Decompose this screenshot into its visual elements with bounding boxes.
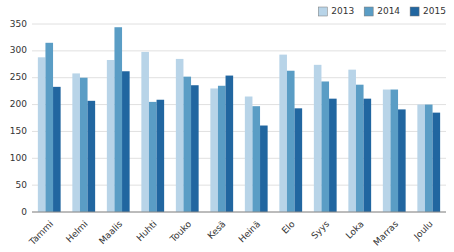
bar [88, 101, 96, 212]
grid-line [32, 50, 446, 51]
grid-line [32, 77, 446, 78]
bar [141, 52, 149, 212]
legend: 2013 2014 2015 [318, 6, 446, 16]
bar [107, 60, 115, 212]
bars [38, 27, 440, 212]
bar [390, 90, 398, 212]
bar [114, 27, 122, 212]
bar [383, 90, 391, 212]
bar [149, 102, 157, 212]
y-tick-label: 0 [21, 207, 27, 217]
y-axis: 0 50 100 150 200 250 300 350 [10, 19, 27, 217]
bar [80, 78, 88, 212]
y-grid [32, 24, 446, 212]
x-tick-label: Loka [344, 219, 366, 241]
bar [53, 87, 61, 212]
legend-label: 2013 [331, 6, 354, 16]
bar [176, 59, 184, 212]
bar [417, 105, 425, 212]
bar [245, 97, 253, 212]
legend-item: 2014 [364, 6, 400, 16]
bar [38, 57, 46, 212]
bar [321, 81, 329, 212]
bar [433, 113, 441, 212]
x-tick-label: Helmi [64, 219, 90, 245]
x-tick-label: Syys [309, 219, 331, 241]
legend-label: 2014 [377, 6, 400, 16]
bar [252, 106, 260, 212]
bar [191, 85, 199, 212]
bar [356, 85, 364, 212]
chart-container: 0 50 100 150 200 250 300 350 Tammi Helmi Maalis Huh… [0, 0, 454, 252]
x-tick-label: Heinä [237, 219, 262, 244]
legend-swatch [364, 7, 373, 16]
legend-item: 2015 [410, 6, 446, 16]
bar [425, 105, 433, 212]
grid-line [32, 212, 446, 213]
bar [329, 99, 337, 212]
y-tick-label: 150 [10, 126, 27, 136]
bar [287, 71, 295, 212]
bar [226, 76, 234, 212]
grid-line [32, 24, 446, 25]
chart: 0 50 100 150 200 250 300 350 Tammi Helmi Maalis Huh… [0, 0, 454, 252]
legend-swatch [410, 7, 419, 16]
y-tick-label: 200 [10, 99, 27, 109]
legend-item: 2013 [318, 6, 354, 16]
x-tick-label: Elo [280, 219, 297, 236]
bar [398, 109, 406, 212]
bar [295, 108, 303, 212]
x-tick-label: Tammi [27, 219, 56, 248]
bar [72, 73, 80, 212]
bar [218, 86, 226, 212]
bar [45, 43, 53, 212]
bar [364, 99, 372, 212]
x-axis: Tammi Helmi Maalis Huhti Touko Kesä Heinä Elo Sy… [27, 219, 435, 248]
bar [157, 100, 165, 212]
x-axis-line [32, 212, 446, 213]
x-tick-label: Joulu [411, 219, 434, 242]
x-tick-label: Huhti [134, 219, 158, 243]
bar [260, 126, 268, 212]
x-tick-label: Kesä [206, 219, 228, 241]
legend-swatch [318, 7, 327, 16]
legend-label: 2015 [423, 6, 446, 16]
bar [210, 88, 218, 212]
x-tick-label: Marras [371, 219, 400, 248]
y-tick-label: 300 [10, 45, 27, 55]
x-tick-label: Touko [167, 219, 193, 245]
bar [183, 77, 191, 212]
y-tick-label: 100 [10, 153, 27, 163]
bar [279, 55, 287, 212]
bar [122, 71, 130, 212]
bar [348, 70, 356, 212]
x-tick-label: Maalis [97, 219, 124, 246]
y-tick-label: 50 [16, 180, 28, 190]
y-tick-label: 350 [10, 19, 27, 29]
y-tick-label: 250 [10, 72, 27, 82]
bar [314, 65, 322, 212]
